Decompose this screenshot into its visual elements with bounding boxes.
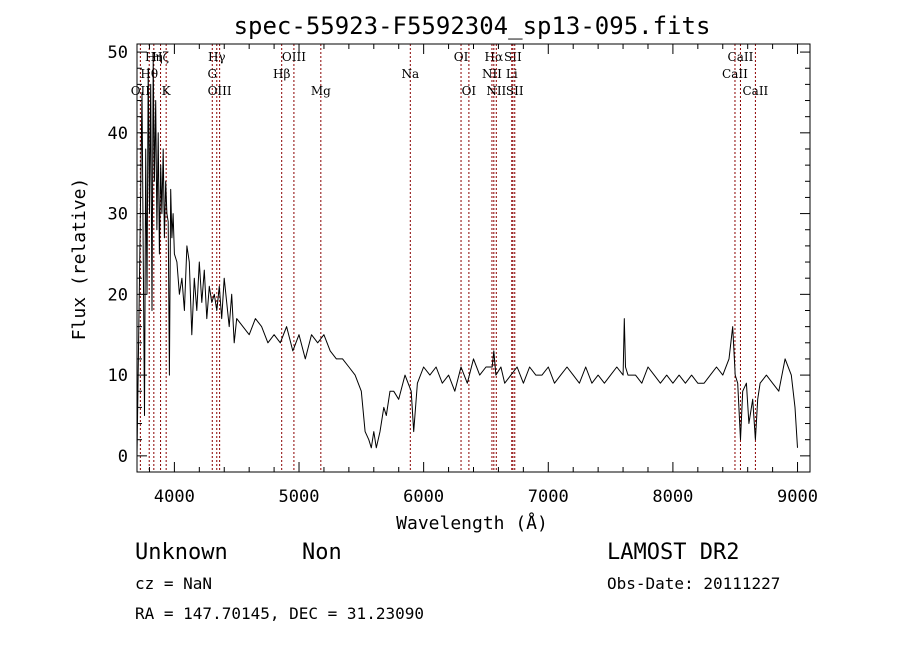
line-marker-label: Hη [145, 50, 163, 64]
spectrum-series [136, 59, 798, 456]
x-axis: 4000 5000 6000 7000 8000 9000 [148, 44, 818, 507]
line-marker-label: K [162, 84, 172, 98]
obs-date: Obs-Date: 20111227 [607, 574, 780, 593]
line-marker-label: OII [131, 84, 151, 98]
coordinates: RA = 147.70145, DEC = 31.23090 [135, 604, 424, 623]
line-marker-label: Li [506, 67, 518, 81]
line-marker-label: Hγ [208, 50, 226, 64]
y-tick-label: 10 [108, 366, 128, 386]
line-marker-label: Hβ [273, 67, 290, 81]
line-marker-label: Hθ [140, 67, 158, 81]
y-tick-label: 0 [118, 447, 128, 467]
y-tick-label: 40 [108, 124, 128, 144]
redshift-label: cz = NaN [135, 574, 212, 593]
line-marker-label: CaII [728, 50, 754, 64]
y-tick-label: 50 [108, 43, 128, 63]
survey-label: LAMOST DR2 [607, 540, 739, 565]
line-marker-label: Na [401, 67, 419, 81]
line-marker-label: CaII [722, 67, 748, 81]
object-class: Unknown [135, 540, 228, 565]
line-marker-label: OIII [282, 50, 306, 64]
x-tick-label: 7000 [528, 487, 569, 507]
line-marker-label: NII [482, 67, 502, 81]
y-axis-label: Flux (relative) [69, 178, 90, 341]
x-axis-label: Wavelength (Å) [396, 512, 548, 534]
x-tick-label: 5000 [279, 487, 320, 507]
y-tick-label: 20 [108, 285, 128, 305]
x-tick-label: 8000 [652, 487, 693, 507]
line-marker-label: SII [506, 84, 524, 98]
object-subclass: Non [302, 540, 342, 565]
plot-frame [136, 43, 811, 473]
x-tick-label: 6000 [403, 487, 444, 507]
y-tick-label: 30 [108, 205, 128, 225]
line-marker-label: OI [462, 84, 477, 98]
line-marker-label: Mg [311, 84, 331, 98]
line-markers: OIIHθHηHζKHγGOIIIHβOIIIMgNaOIOIHαNIINIIS… [131, 44, 769, 472]
x-tick-label: 4000 [154, 487, 195, 507]
y-axis: 0 10 20 30 40 50 [108, 43, 810, 467]
line-marker-label: Hα [485, 50, 504, 64]
line-marker-label: CaII [742, 84, 768, 98]
chart-title: spec-55923-F5592304_sp13-095.fits [234, 12, 711, 40]
x-tick-label: 9000 [777, 487, 818, 507]
line-marker-label: OIII [208, 84, 232, 98]
line-marker-label: Hζ [152, 50, 169, 64]
line-marker-label: OI [454, 50, 469, 64]
line-marker-label: SII [504, 50, 522, 64]
spectrum-line [136, 59, 798, 456]
line-marker-label: NII [486, 84, 506, 98]
line-marker-label: G [207, 67, 217, 81]
